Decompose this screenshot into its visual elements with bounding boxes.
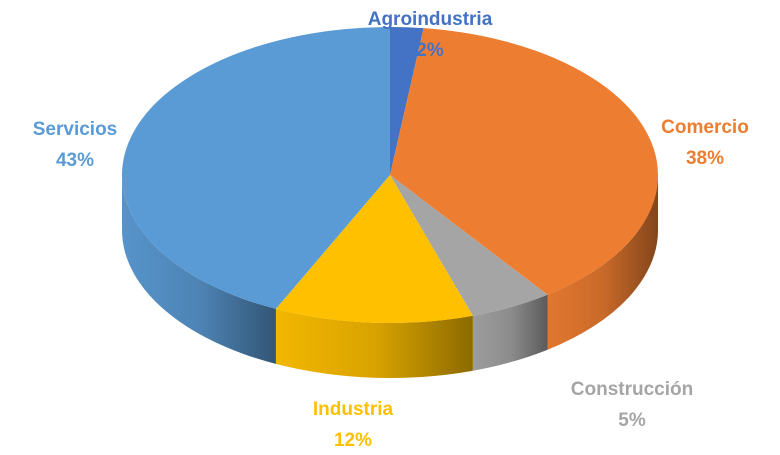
- pie-slice-side-shade: [122, 175, 276, 364]
- pie-slice-side-shade: [547, 175, 658, 350]
- value-label: 5%: [618, 410, 646, 431]
- category-label: Agroindustria: [368, 9, 493, 30]
- category-label: Construcción: [571, 379, 693, 400]
- pie-slice: [390, 27, 424, 175]
- category-label: Comercio: [661, 117, 749, 138]
- value-label: 43%: [56, 150, 94, 171]
- category-label: Servicios: [33, 119, 118, 140]
- pie-slice-side-shade: [472, 294, 548, 371]
- value-label: 38%: [686, 148, 724, 169]
- value-label: 12%: [334, 430, 372, 451]
- pie-slice: [275, 175, 473, 323]
- pie-slice: [121, 27, 391, 309]
- pie-slice-side-shade: [275, 308, 473, 379]
- pie-slice: [390, 175, 548, 316]
- value-label: 2%: [416, 40, 444, 61]
- pie-slice: [390, 28, 658, 295]
- category-label: Industria: [313, 399, 394, 420]
